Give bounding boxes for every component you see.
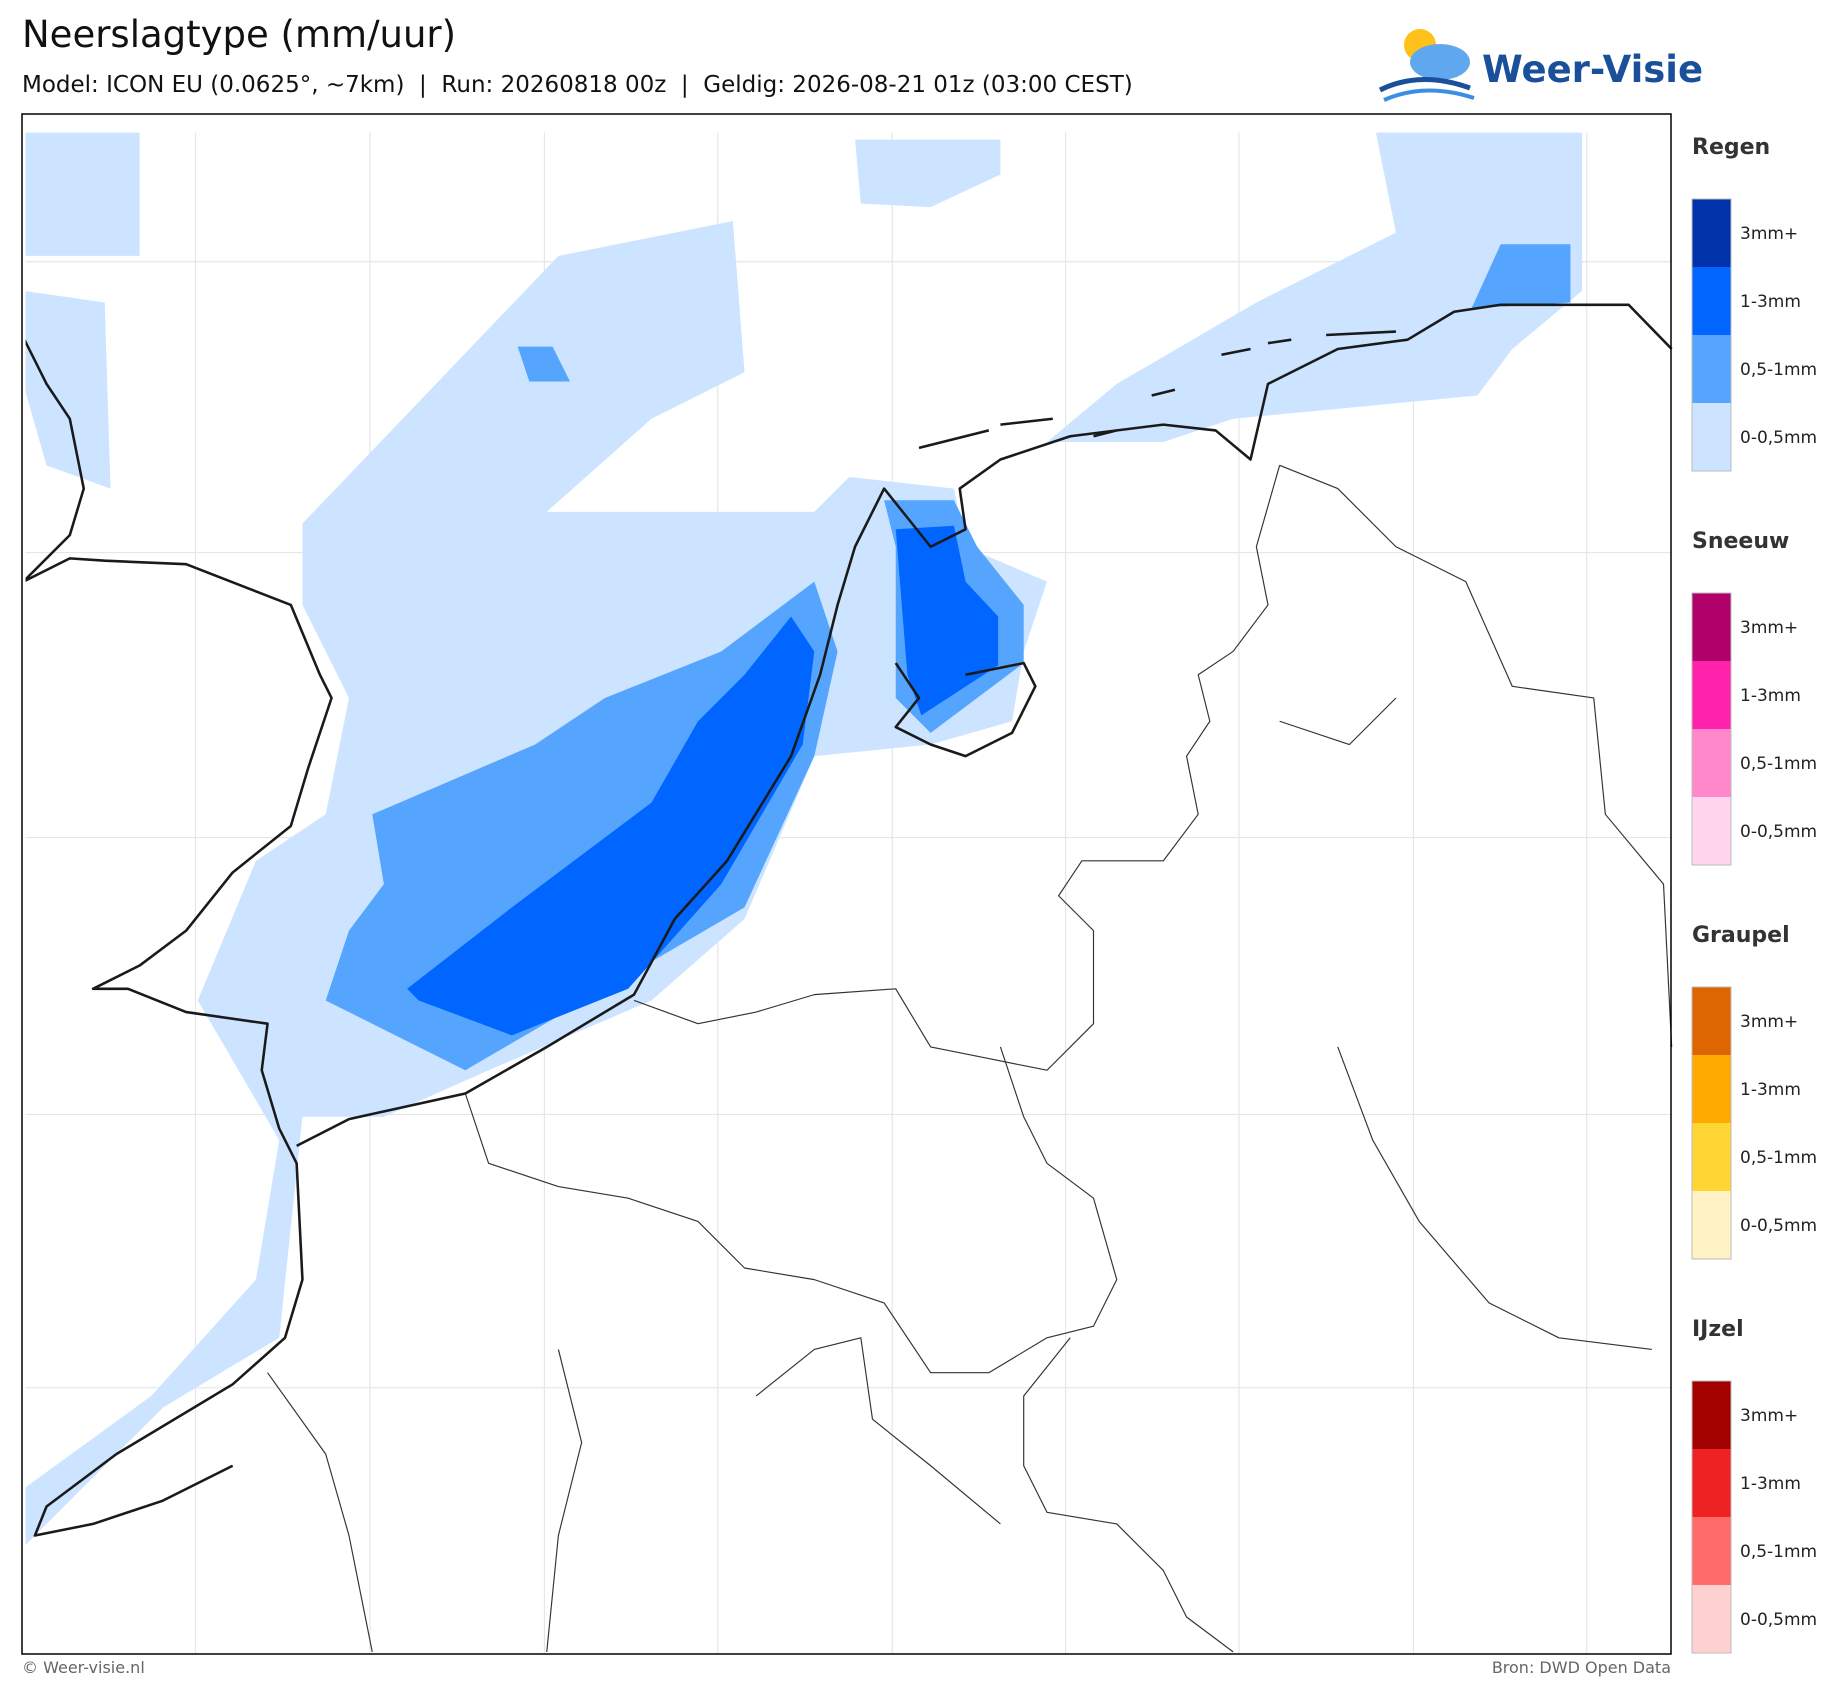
map <box>21 113 1673 1655</box>
legend-label: 1-3mm <box>1740 686 1801 706</box>
legend-swatch <box>1692 1191 1731 1259</box>
legend-label: 0,5-1mm <box>1740 360 1817 380</box>
legend-frame <box>1691 592 1732 866</box>
legend-label: 3mm+ <box>1740 618 1798 638</box>
legend-frame <box>1691 198 1732 472</box>
legend-swatch <box>1692 1449 1731 1517</box>
legend-swatch <box>1692 1055 1731 1123</box>
legend: Regen 3mm+ 1-3mm 0,5-1mm 0-0,5mm Sneeuw 3mm+ 1-… <box>1691 135 1817 1654</box>
legend-swatch <box>1692 199 1731 267</box>
legend-label: 0-0,5mm <box>1740 1610 1817 1630</box>
legend-title: Regen <box>1692 135 1770 160</box>
logo-text: Weer-Visie <box>1482 48 1703 91</box>
legend-swatch <box>1692 403 1731 471</box>
legend-frame <box>1691 986 1732 1260</box>
legend-label: 0-0,5mm <box>1740 1216 1817 1236</box>
logo: Weer-Visie <box>1378 29 1703 102</box>
subtitle: Model: ICON EU (0.0625°, ~7km) | Run: 20… <box>22 72 1133 98</box>
legend-swatch <box>1692 1585 1731 1653</box>
footer-right: Bron: DWD Open Data <box>1492 1658 1671 1677</box>
legend-label: 0,5-1mm <box>1740 1148 1817 1168</box>
footer-left: © Weer-visie.nl <box>22 1658 145 1677</box>
legend-swatch <box>1692 987 1731 1055</box>
legend-swatch <box>1692 1381 1731 1449</box>
legend-swatch <box>1692 1517 1731 1585</box>
legend-label: 3mm+ <box>1740 224 1798 244</box>
legend-label: 0-0,5mm <box>1740 822 1817 842</box>
legend-label: 3mm+ <box>1740 1406 1798 1426</box>
legend-label: 0,5-1mm <box>1740 1542 1817 1562</box>
legend-label: 1-3mm <box>1740 292 1801 312</box>
legend-label: 1-3mm <box>1740 1080 1801 1100</box>
legend-swatch <box>1692 1123 1731 1191</box>
legend-label: 0,5-1mm <box>1740 754 1817 774</box>
legend-swatch <box>1692 797 1731 865</box>
legend-title: Sneeuw <box>1692 529 1789 554</box>
legend-title: Graupel <box>1692 923 1790 948</box>
legend-swatch <box>1692 267 1731 335</box>
legend-swatch <box>1692 661 1731 729</box>
legend-label: 1-3mm <box>1740 1474 1801 1494</box>
legend-title: IJzel <box>1692 1317 1744 1342</box>
legend-label: 0-0,5mm <box>1740 428 1817 448</box>
legend-label: 3mm+ <box>1740 1012 1798 1032</box>
legend-frame <box>1691 1380 1732 1654</box>
legend-swatch <box>1692 335 1731 403</box>
legend-swatch <box>1692 729 1731 797</box>
legend-swatch <box>1692 593 1731 661</box>
title: Neerslagtype (mm/uur) <box>22 13 456 56</box>
